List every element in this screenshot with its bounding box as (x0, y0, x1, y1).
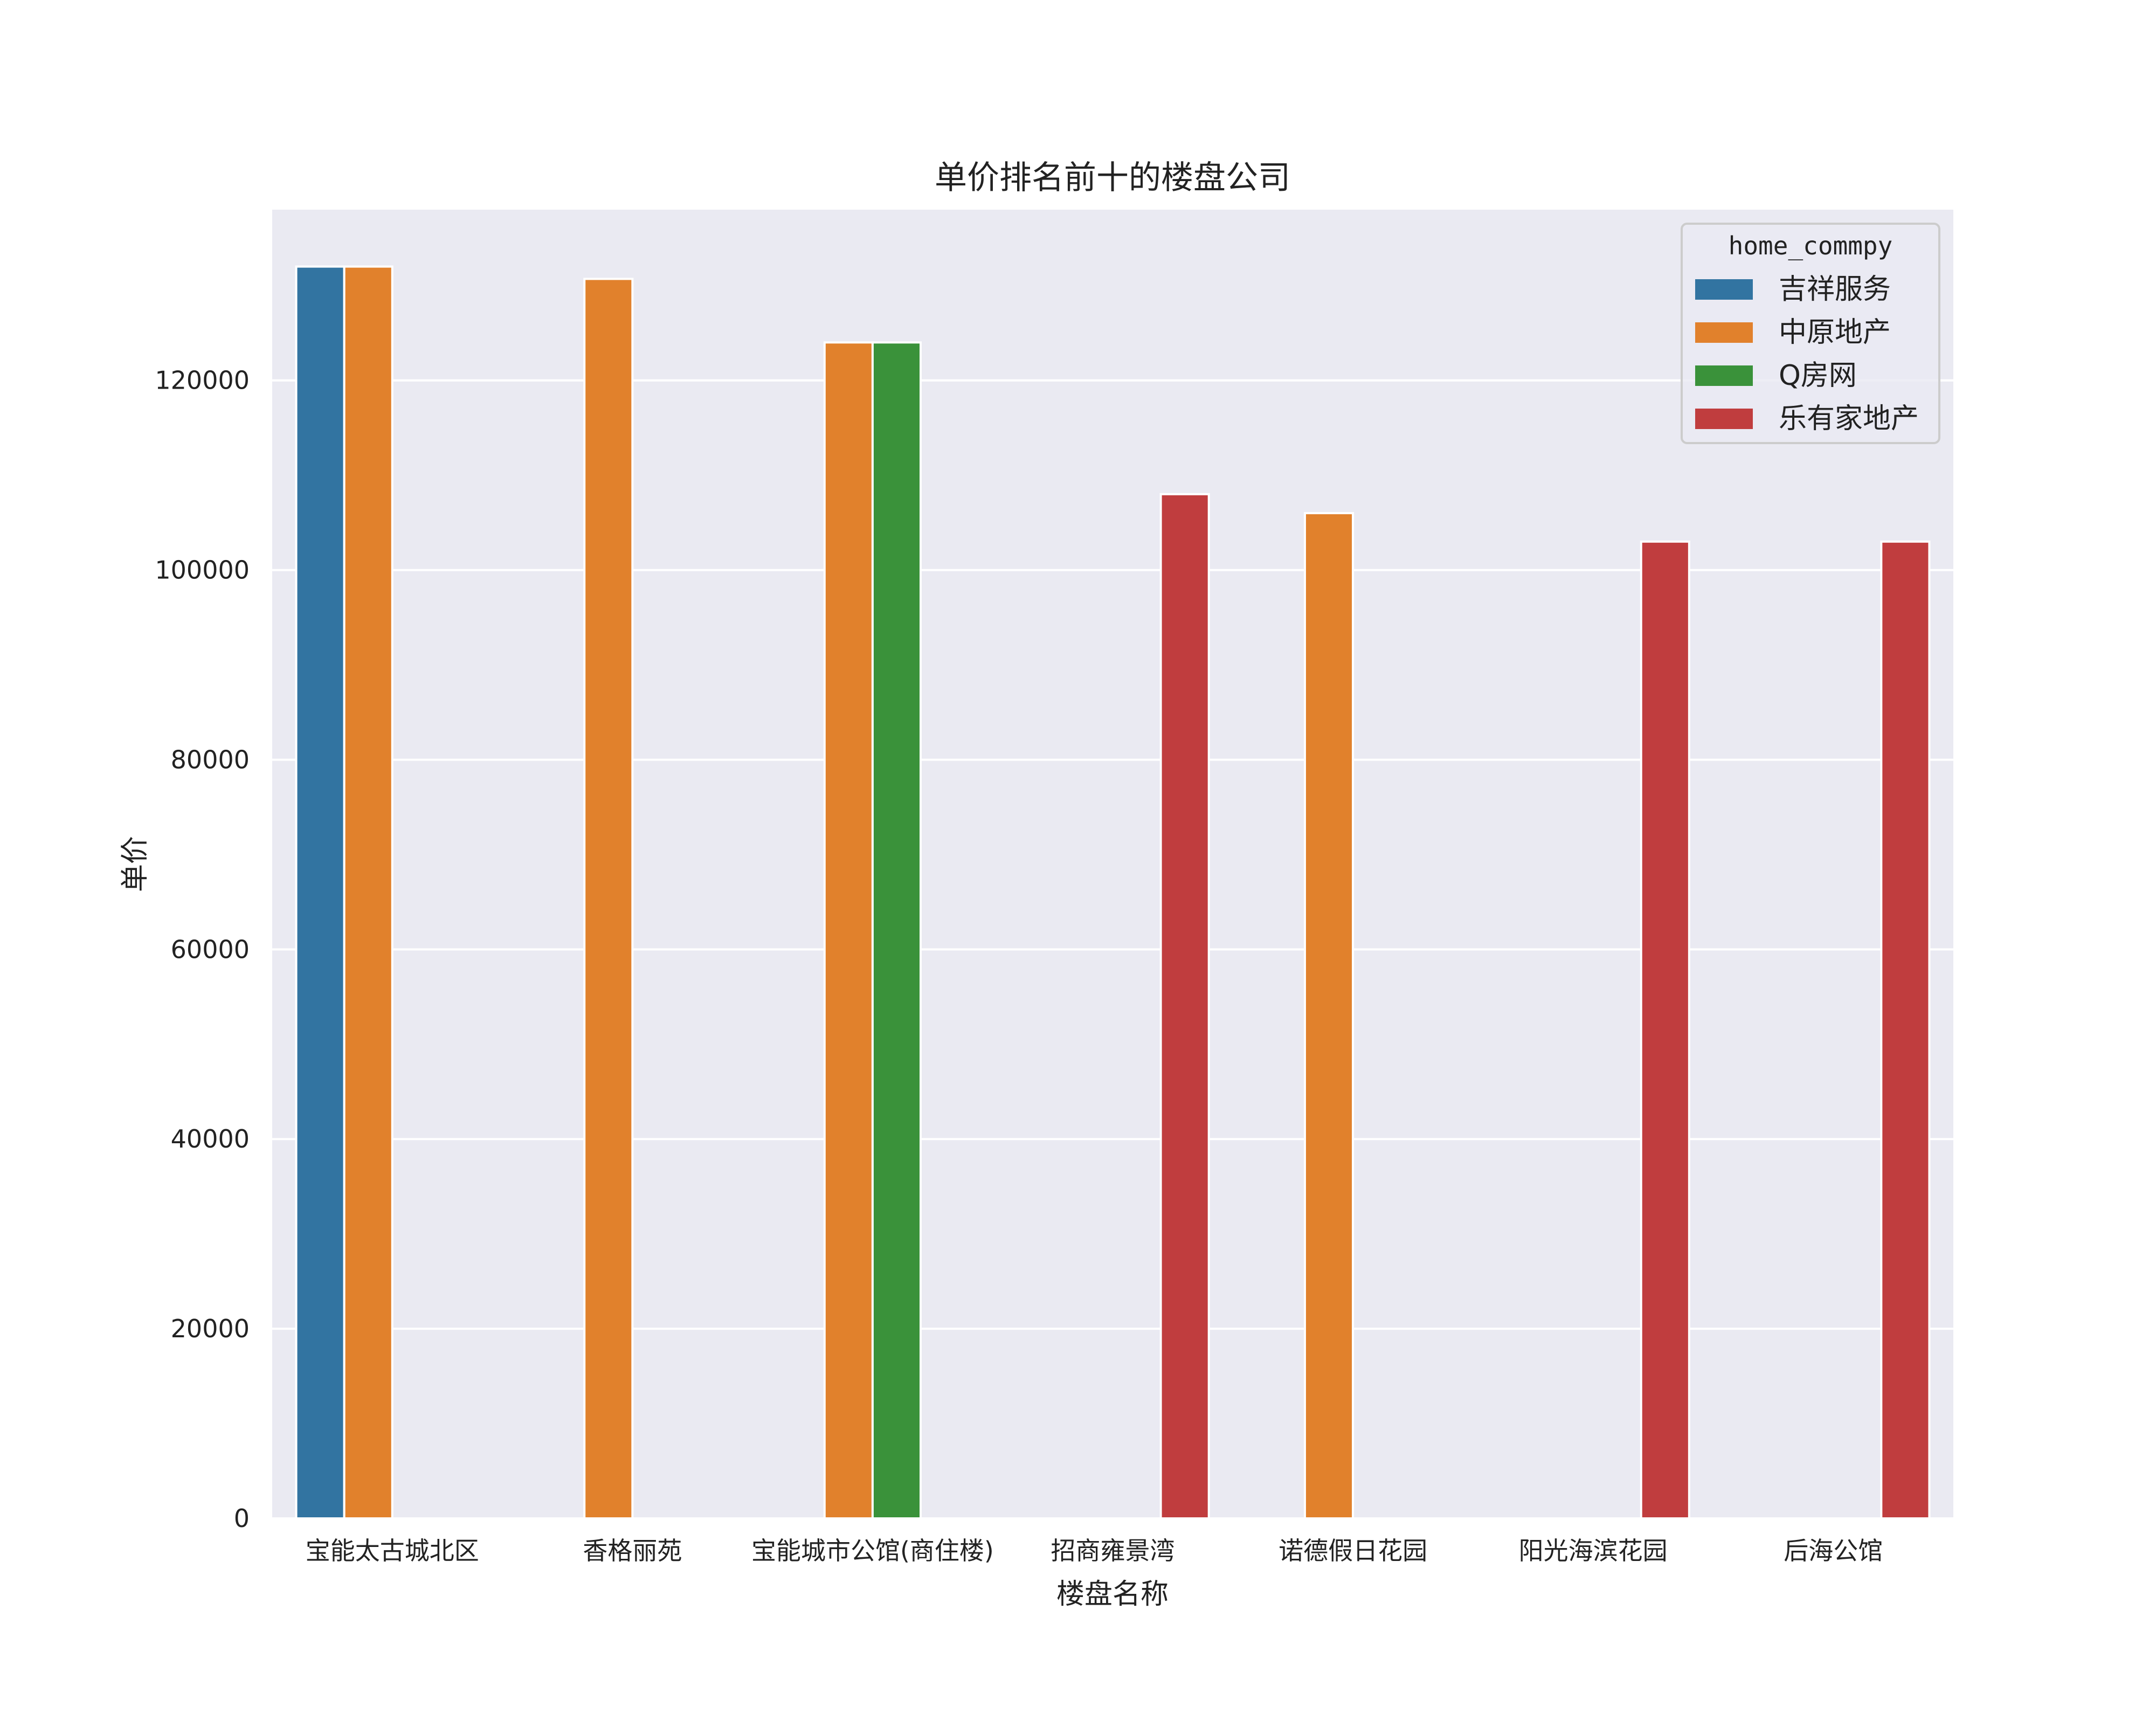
x-tick-label: 阳光海滨花园 (1519, 1536, 1668, 1565)
legend-swatch (1695, 322, 1753, 343)
y-axis-label: 单价 (119, 836, 151, 892)
bar (343, 265, 393, 1520)
bar (583, 278, 634, 1519)
x-tick-label: 后海公馆 (1784, 1536, 1883, 1565)
bar (823, 341, 874, 1519)
chart-title: 单价排名前十的楼盘公司 (935, 159, 1290, 197)
legend-swatch (1695, 365, 1753, 386)
y-tick-label: 100000 (155, 556, 250, 585)
legend-box (1681, 223, 1940, 444)
y-tick-label: 120000 (155, 366, 250, 395)
bar (1880, 540, 1931, 1519)
x-tick-label: 香格丽苑 (583, 1536, 682, 1565)
legend-label: 乐有家地产 (1779, 403, 1919, 435)
y-tick-labels: 0 20000 40000 60000 80000 100000 120000 (155, 366, 250, 1533)
legend-label: 吉祥服务 (1779, 273, 1891, 306)
x-axis-label: 楼盘名称 (1056, 1578, 1169, 1611)
legend-label: Q房网 (1779, 360, 1857, 392)
bar (1640, 540, 1690, 1519)
legend-swatch (1695, 279, 1753, 300)
y-tick-label: 20000 (171, 1314, 250, 1343)
x-tick-label: 招商雍景湾 (1051, 1536, 1175, 1565)
bar (871, 341, 922, 1519)
x-tick-label: 宝能城市公馆(商住楼) (751, 1536, 994, 1565)
x-tick-label: 诺德假日花园 (1279, 1536, 1427, 1565)
y-tick-label: 40000 (171, 1124, 250, 1153)
y-tick-label: 0 (234, 1504, 250, 1533)
bar (1159, 493, 1210, 1520)
y-tick-label: 80000 (171, 745, 250, 774)
bar (295, 265, 345, 1520)
legend-title: home_commpy (1729, 231, 1893, 260)
legend-label: 中原地产 (1779, 316, 1891, 349)
x-tick-labels: 宝能太古城北区 香格丽苑 宝能城市公馆(商住楼) 招商雍景湾 诺德假日花园 阳光海滨花园 后… (306, 1536, 1883, 1565)
bar (1303, 512, 1355, 1519)
bars (295, 265, 1931, 1520)
y-tick-label: 60000 (171, 935, 250, 964)
legend-swatch (1695, 409, 1753, 429)
x-tick-label: 宝能太古城北区 (306, 1536, 479, 1565)
